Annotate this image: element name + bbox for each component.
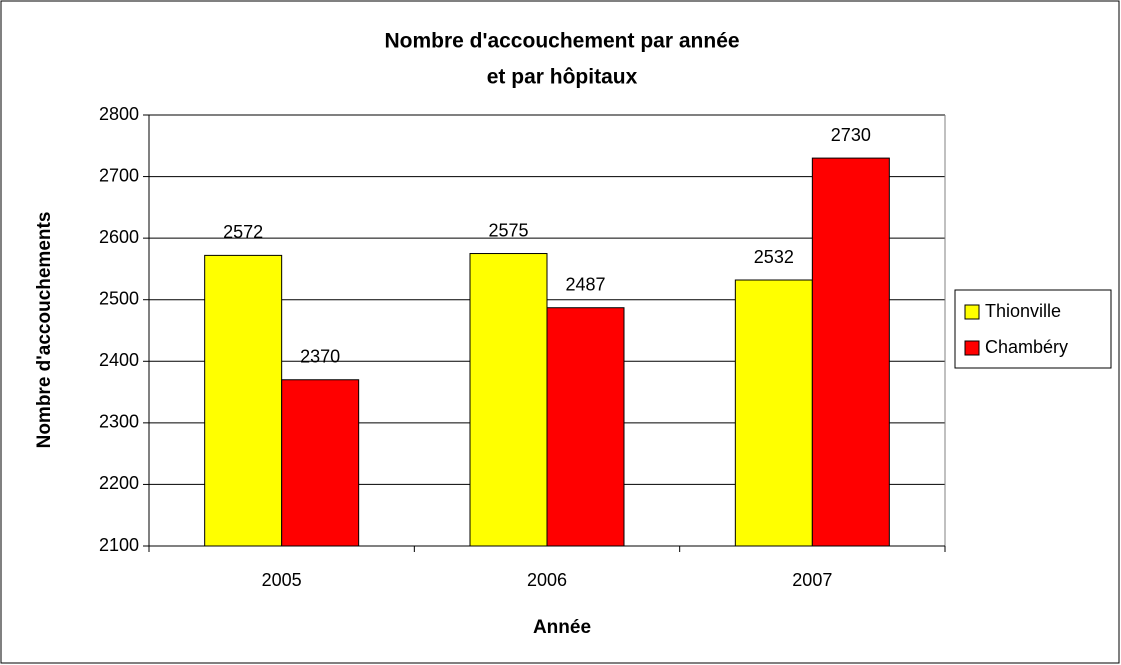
bar (546, 307, 625, 547)
data-label: 2730 (831, 125, 871, 145)
legend-swatch (964, 340, 980, 356)
data-label: 2532 (754, 247, 794, 267)
legend (954, 289, 1112, 369)
x-tick-label: 2006 (527, 570, 567, 590)
y-tick-label: 2300 (99, 412, 139, 432)
bar (469, 253, 548, 547)
data-label: 2575 (488, 220, 528, 240)
data-label: 2572 (223, 222, 263, 242)
bar (281, 379, 360, 547)
bar (811, 157, 890, 547)
data-label: 2487 (565, 274, 605, 294)
y-tick-label: 2800 (99, 104, 139, 124)
y-tick-label: 2500 (99, 288, 139, 308)
legend-swatch (964, 304, 980, 320)
y-tick-label: 2600 (99, 227, 139, 247)
x-tick-label: 2005 (262, 570, 302, 590)
y-tick-label: 2700 (99, 165, 139, 185)
bar (204, 254, 283, 547)
bar (734, 279, 813, 547)
x-tick-label: 2007 (792, 570, 832, 590)
y-axis-label: Nombre d'accouchements (34, 212, 55, 449)
data-label: 2370 (300, 347, 340, 367)
y-tick-label: 2100 (99, 535, 139, 555)
y-tick-label: 2400 (99, 350, 139, 370)
chart-title: Nombre d'accouchement par année (384, 30, 739, 53)
legend-label: Thionville (985, 301, 1061, 321)
legend-label: Chambéry (985, 337, 1068, 357)
chart-title: et par hôpitaux (487, 66, 638, 89)
x-axis-label: Année (533, 617, 591, 638)
y-tick-label: 2200 (99, 473, 139, 493)
